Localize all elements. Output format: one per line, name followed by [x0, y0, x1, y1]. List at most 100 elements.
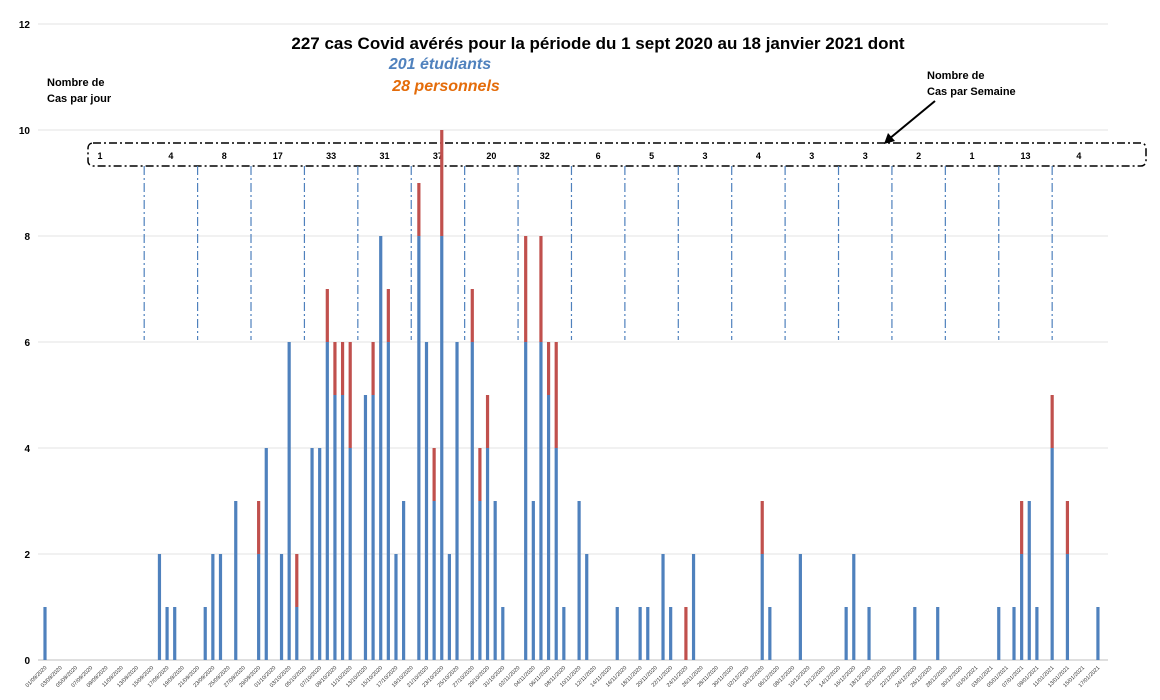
bar-etudiants: [218, 554, 223, 660]
bar-personnels: [684, 607, 688, 660]
bar-etudiants: [234, 501, 238, 660]
bar-etudiants: [493, 501, 497, 660]
chart-title: 227 cas Covid avérés pour la période du …: [291, 34, 905, 53]
annotation-arrow: [888, 100, 936, 140]
bar-etudiants: [615, 607, 619, 660]
weekly-count: 17: [273, 151, 283, 161]
annotation-daily-line1: Nombre de: [47, 77, 104, 89]
bar-etudiants: [577, 501, 581, 660]
y-tick-label: 2: [24, 550, 30, 561]
bar-etudiants: [936, 607, 940, 660]
bar-personnels: [440, 130, 444, 236]
bar-etudiants: [440, 236, 444, 660]
annotation-weekly-line2: Cas par Semaine: [927, 86, 1016, 98]
bar-etudiants: [768, 607, 772, 660]
y-tick-label: 6: [24, 338, 30, 349]
weekly-count: 1: [970, 151, 975, 161]
x-axis-ticks: 01/09/202003/09/202005/09/202007/09/2020…: [25, 665, 1102, 689]
weekly-count: 3: [702, 151, 707, 161]
y-tick-label: 8: [24, 232, 30, 243]
bar-etudiants: [669, 607, 673, 660]
bar-personnels: [371, 342, 375, 395]
bar-etudiants: [638, 607, 642, 660]
bar-etudiants: [531, 501, 535, 660]
bar-etudiants: [379, 236, 383, 660]
bar-etudiants: [165, 607, 169, 660]
bar-etudiants: [478, 501, 482, 660]
bar-etudiants: [562, 607, 566, 660]
bar-etudiants: [913, 607, 917, 660]
weekly-count: 6: [596, 151, 601, 161]
bar-etudiants: [501, 607, 505, 660]
bar-etudiants: [310, 448, 314, 660]
weekly-count: 37: [433, 151, 443, 161]
bar-etudiants: [691, 554, 696, 660]
bar-personnels: [257, 501, 261, 554]
bar-etudiants: [394, 554, 398, 660]
bar-etudiants: [554, 448, 558, 660]
bar-personnels: [539, 236, 543, 342]
weekly-count: 3: [863, 151, 868, 161]
bar-etudiants: [470, 342, 474, 660]
bar-personnels: [295, 554, 299, 607]
bar-etudiants: [424, 342, 429, 660]
weekly-count: 3: [809, 151, 814, 161]
bar-etudiants: [798, 554, 802, 660]
bar-personnels: [417, 183, 421, 236]
bar-etudiants: [264, 448, 268, 660]
bar-etudiants: [295, 607, 299, 660]
bar-personnels: [432, 448, 436, 501]
bar-etudiants: [852, 554, 856, 660]
weekly-count: 8: [222, 151, 227, 161]
bar-etudiants: [1012, 607, 1016, 660]
bar-personnels: [470, 289, 474, 342]
bar-personnels: [478, 448, 482, 501]
weekly-band-frame: [87, 142, 1147, 167]
bar-etudiants: [325, 342, 329, 660]
weekly-count: 4: [1076, 151, 1081, 161]
annotation-daily-line2: Cas par jour: [47, 93, 112, 105]
bar-etudiants: [386, 342, 390, 660]
bar-personnels: [760, 501, 764, 554]
bar-etudiants: [1050, 448, 1054, 660]
weekly-count: 4: [168, 151, 173, 161]
bar-etudiants: [661, 554, 665, 660]
bar-personnels: [340, 342, 345, 395]
annotation-arrowhead: [884, 133, 895, 144]
bar-etudiants: [279, 554, 284, 660]
bar-etudiants: [485, 448, 490, 660]
bar-etudiants: [455, 342, 459, 660]
weekly-count: 2: [916, 151, 921, 161]
bar-etudiants: [43, 607, 47, 660]
bar-etudiants: [157, 554, 162, 660]
bar-etudiants: [1065, 554, 1070, 660]
y-tick-label: 10: [19, 126, 31, 137]
bar-etudiants: [287, 342, 291, 660]
bar-etudiants: [211, 554, 215, 660]
bar-personnels: [1065, 501, 1070, 554]
y-axis-ticks: 0 2 4 6 8 10 12: [19, 20, 31, 667]
bar-etudiants: [340, 395, 345, 660]
y-tick-label: 12: [19, 20, 31, 31]
bar-etudiants: [867, 607, 871, 660]
bar-etudiants: [203, 607, 207, 660]
bar-etudiants: [997, 607, 1001, 660]
bar-etudiants: [1035, 607, 1039, 660]
weekly-count: 13: [1020, 151, 1030, 161]
bar-etudiants: [333, 395, 337, 660]
bar-etudiants: [257, 554, 261, 660]
weekly-count: 4: [756, 151, 761, 161]
bar-etudiants: [760, 554, 764, 660]
bar-etudiants: [585, 554, 589, 660]
bar-personnels: [485, 395, 490, 448]
bar-etudiants: [432, 501, 436, 660]
weekly-count: 20: [486, 151, 496, 161]
bar-personnels: [1020, 501, 1024, 554]
bar-etudiants: [371, 395, 375, 660]
y-tick-label: 4: [24, 444, 30, 455]
bars: [43, 130, 1100, 660]
bar-etudiants: [524, 342, 528, 660]
weekly-count: 5: [649, 151, 654, 161]
y-tick-label: 0: [24, 656, 30, 667]
bar-personnels: [386, 289, 390, 342]
